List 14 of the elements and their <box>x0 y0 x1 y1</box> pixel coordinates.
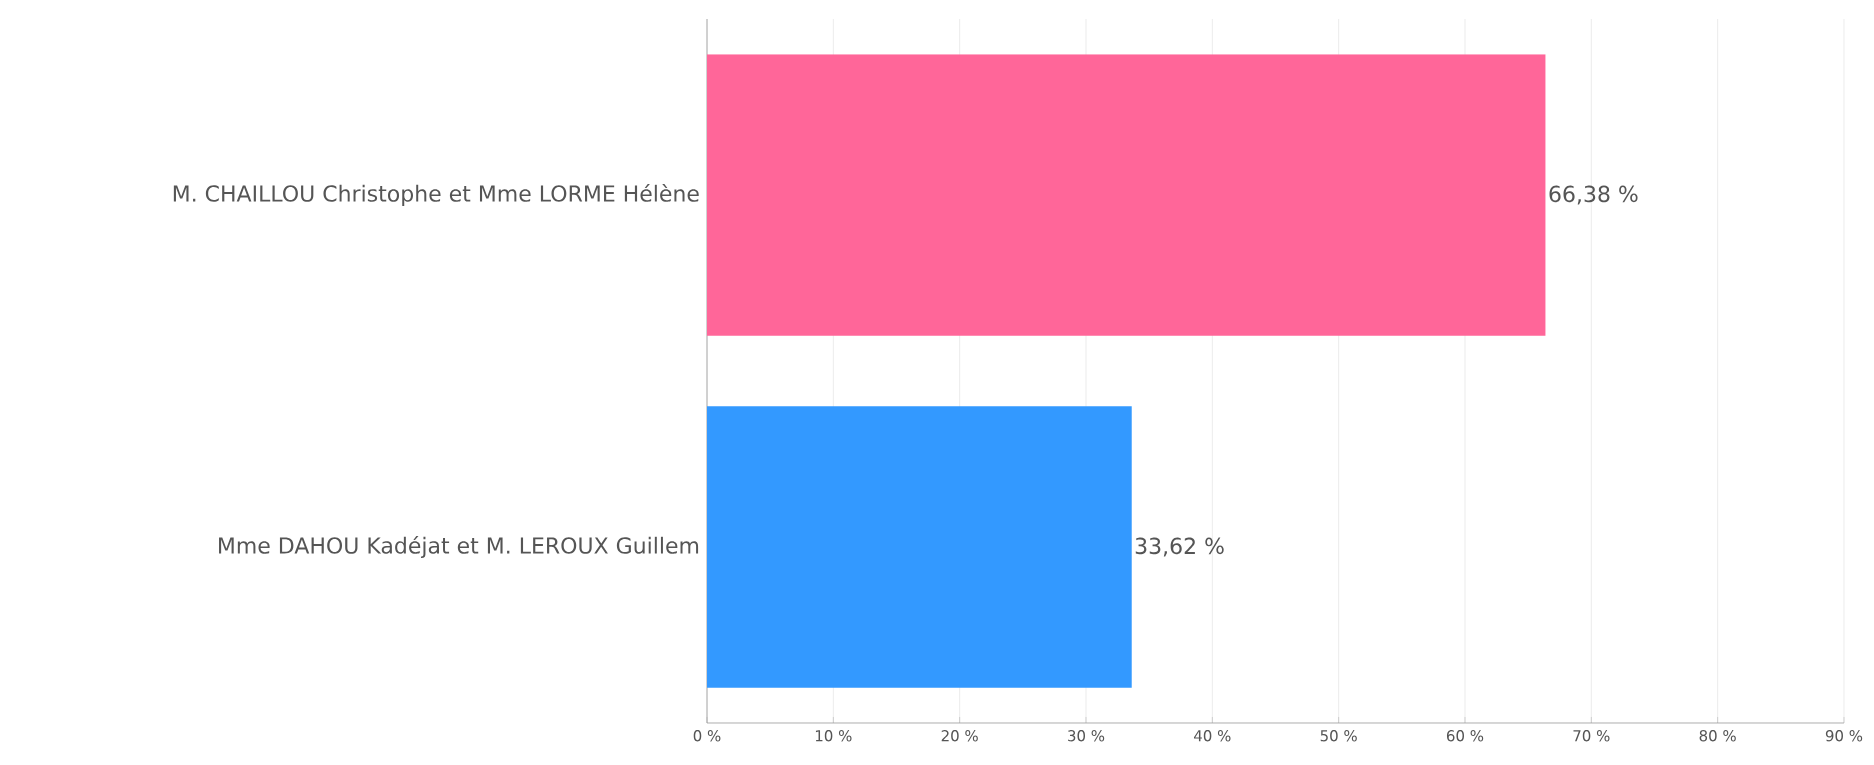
y-tick-label: Mme DAHOU Kadéjat et M. LEROUX Guillem <box>219 535 699 559</box>
x-tick-label: 10 % <box>815 730 852 742</box>
x-tick-label: 70 % <box>1573 730 1610 742</box>
y-tick-label: M. CHAILLOU Christophe et Mme LORME Hélène <box>173 183 699 207</box>
x-tick-label: 0 % <box>693 730 721 742</box>
data-label: 66,38 % <box>1549 185 1638 205</box>
x-tick-label: 40 % <box>1193 730 1231 742</box>
x-tick-label: 90 % <box>1825 730 1863 742</box>
x-tick-label: 60 % <box>1446 730 1484 742</box>
data-label: 33,62 % <box>1135 537 1224 557</box>
x-tick-label: 30 % <box>1068 730 1105 742</box>
x-tick-label: 20 % <box>941 730 978 742</box>
x-tick-label: 50 % <box>1320 730 1357 742</box>
x-tick-label: 80 % <box>1699 730 1736 742</box>
